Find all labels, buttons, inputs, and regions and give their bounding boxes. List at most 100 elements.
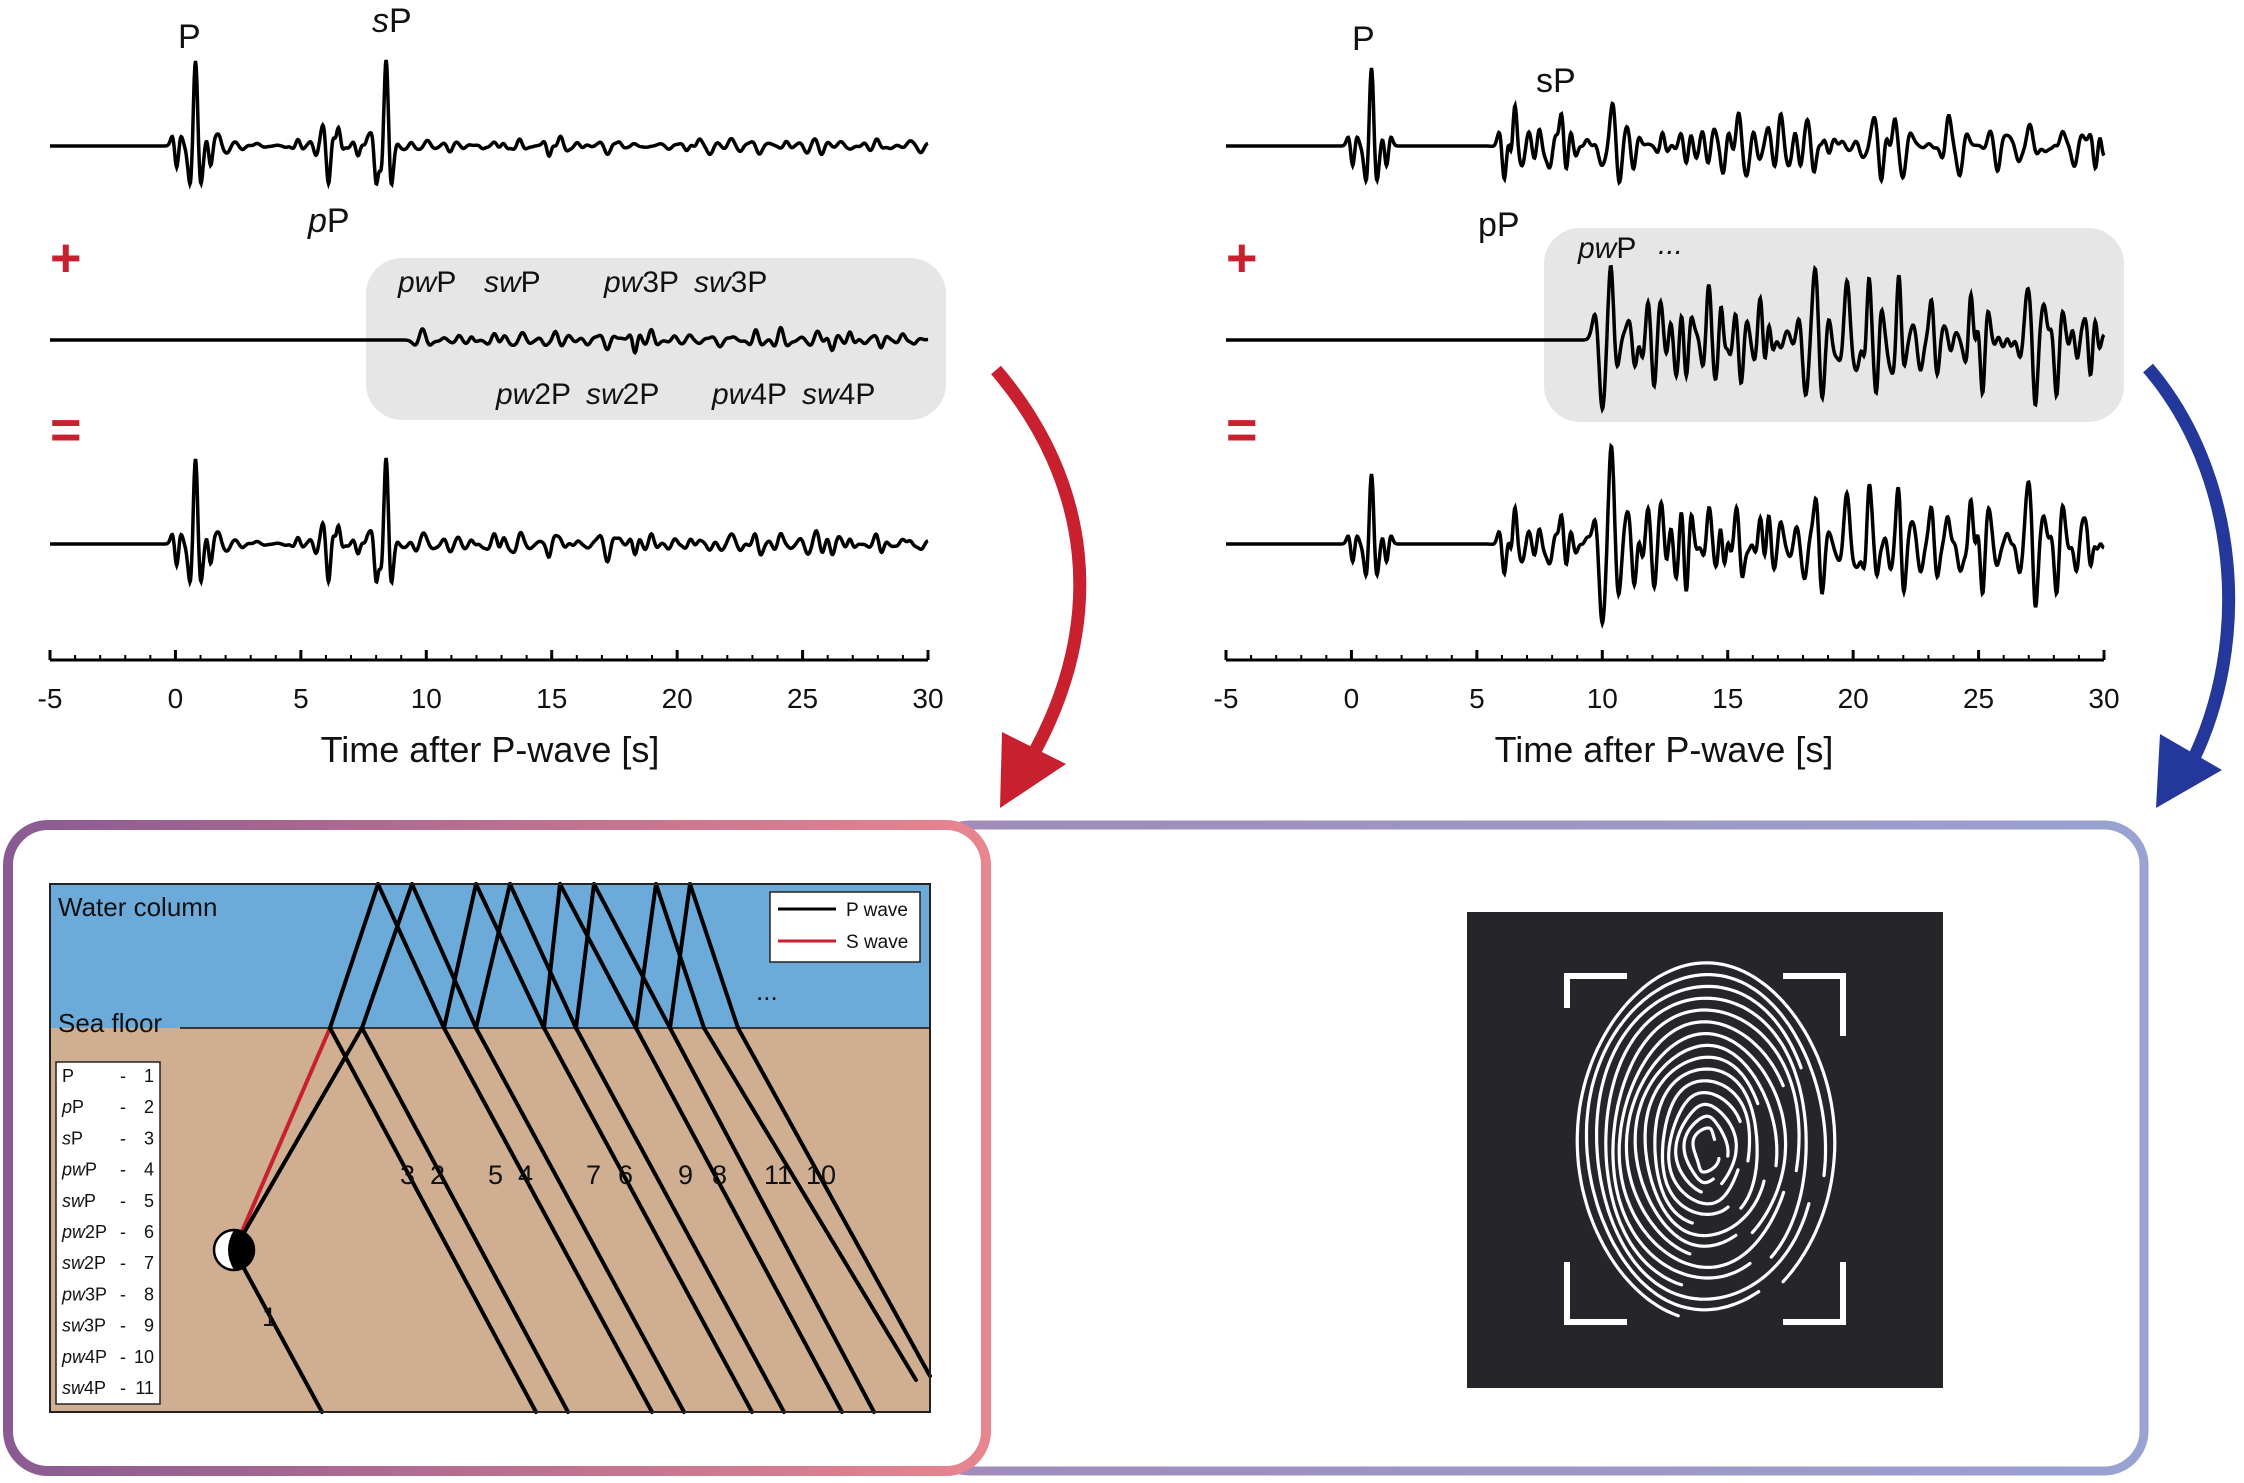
legend-s-wave-label: S wave <box>846 932 908 953</box>
tick-label-left: 15 <box>536 683 567 714</box>
operator-equals-right: = <box>1226 400 1258 460</box>
sea-floor-label: Sea floor <box>58 1008 162 1038</box>
svg-text:8: 8 <box>144 1284 154 1304</box>
svg-text:1: 1 <box>144 1066 154 1086</box>
svg-text:6: 6 <box>144 1222 154 1242</box>
tick-label-left: 30 <box>912 683 943 714</box>
arrow-red-head <box>1000 732 1066 808</box>
phase-table-row: pw3P <box>61 1284 107 1304</box>
ray-diagram: 13 2 5 4 7 6 9 8 11 10 Water column Sea floor ...… <box>49 882 932 1414</box>
svg-text:-: - <box>120 1222 126 1242</box>
phase-table-row: swP <box>62 1191 96 1211</box>
phase-sw4P: sw4P <box>802 378 875 411</box>
phase-pw2P: pw2P <box>495 378 571 411</box>
ray-number: 2 <box>430 1160 445 1190</box>
time-axis-right: -5 0 5 10 15 20 25 30 <box>1214 650 2120 714</box>
operator-equals-left: = <box>50 400 82 460</box>
ray-number: 5 <box>488 1160 503 1190</box>
ray-number: 4 <box>518 1160 533 1190</box>
tick-label-right: 5 <box>1469 683 1485 714</box>
phase-table-row: pw2P <box>61 1222 107 1242</box>
ray-number: 7 <box>586 1160 601 1190</box>
trace-reverb-left <box>50 325 929 356</box>
tick-label-right: 30 <box>2088 683 2119 714</box>
trace-original-right <box>1226 67 2106 186</box>
svg-text:11: 11 <box>135 1378 154 1398</box>
ray-number: 11 <box>764 1160 792 1190</box>
phase-table-row: pw4P <box>61 1347 107 1367</box>
tick-label-left: 5 <box>293 683 309 714</box>
svg-text:-: - <box>120 1378 126 1398</box>
tick-label-left: 20 <box>662 683 693 714</box>
trace-sum-right <box>1226 442 2105 630</box>
ray-number: 10 <box>806 1160 836 1190</box>
phase-pwP: pwP <box>397 266 456 299</box>
label-P-right: P <box>1352 20 1375 58</box>
time-axis-left: -5 0 5 10 15 20 25 30 <box>38 650 944 714</box>
svg-text:7: 7 <box>144 1253 154 1273</box>
tick-label-left: -5 <box>38 683 63 714</box>
tick-label-right: 0 <box>1344 683 1360 714</box>
tick-label-right: 25 <box>1963 683 1994 714</box>
label-sP-right: sP <box>1536 62 1576 100</box>
svg-text:-: - <box>120 1128 126 1148</box>
phase-sw2P: sw2P <box>586 378 659 411</box>
trace-sum-left <box>50 457 929 588</box>
panel-right: P sP pP + = pwP ... -5 0 5 10 15 20 25 30 Time … <box>1214 20 2236 808</box>
fingerprint-scan-icon <box>1467 912 1943 1388</box>
svg-text:2: 2 <box>144 1097 154 1117</box>
ray-number: 6 <box>618 1160 633 1190</box>
phase-pw4P: pw4P <box>711 378 787 411</box>
svg-text:-: - <box>120 1191 126 1211</box>
phase-pwP-right: pwP <box>1577 232 1636 265</box>
arrow-blue <box>2143 363 2236 774</box>
phase-swP: swP <box>484 266 541 299</box>
reverb-highlight-right <box>1544 228 2124 422</box>
svg-text:-: - <box>120 1347 126 1367</box>
tick-label-right: -5 <box>1214 683 1239 714</box>
svg-text:10: 10 <box>134 1347 154 1367</box>
trace-reverb-right <box>1226 264 2106 415</box>
phase-table-row: pwP <box>61 1160 97 1180</box>
svg-text:4: 4 <box>144 1160 154 1180</box>
ray-number: 1 <box>262 1302 277 1332</box>
svg-text:-: - <box>120 1253 126 1273</box>
phase-table-row: sP <box>62 1128 83 1148</box>
svg-text:5: 5 <box>144 1191 154 1211</box>
tick-label-left: 10 <box>411 683 442 714</box>
arrow-blue-head <box>2156 734 2222 808</box>
focal-mechanism-beachball-icon <box>212 1228 256 1272</box>
tick-label-left: 0 <box>168 683 184 714</box>
label-sP-left: sP <box>372 2 412 40</box>
phase-table-row: sw2P <box>62 1253 106 1273</box>
axis-title-right: Time after P-wave [s] <box>1495 729 1834 770</box>
phase-table-row: sw3P <box>62 1316 106 1336</box>
ray-number: 9 <box>678 1160 693 1190</box>
svg-text:-: - <box>120 1097 126 1117</box>
label-pP-right: pP <box>1478 206 1520 244</box>
trace-original-left <box>50 59 929 190</box>
svg-text:9: 9 <box>144 1316 154 1336</box>
ray-legend: P wave S wave <box>769 891 921 963</box>
svg-text:-: - <box>120 1284 126 1304</box>
operator-plus-right: + <box>1226 228 1258 288</box>
svg-text:-: - <box>120 1316 126 1336</box>
svg-text:-: - <box>120 1066 126 1086</box>
tick-label-right: 15 <box>1712 683 1743 714</box>
ray-number: 8 <box>712 1160 727 1190</box>
axis-title-left: Time after P-wave [s] <box>321 729 660 770</box>
phase-pw3P: pw3P <box>603 266 679 299</box>
sediment-layer <box>50 1028 930 1412</box>
arrow-red <box>991 365 1087 764</box>
svg-text:3: 3 <box>144 1128 154 1148</box>
panel-left: P sP pP + = pwP swP pw3P sw3P pw2P sw2P … <box>38 2 1087 808</box>
tick-label-left: 25 <box>787 683 818 714</box>
water-column-label: Water column <box>58 892 217 922</box>
tick-label-right: 10 <box>1587 683 1618 714</box>
tick-label-right: 20 <box>1838 683 1869 714</box>
phase-table-row: P <box>62 1066 74 1086</box>
ellipsis-right: ... <box>1658 228 1683 261</box>
phase-table-row: sw4P <box>62 1378 106 1398</box>
